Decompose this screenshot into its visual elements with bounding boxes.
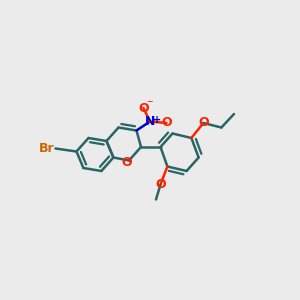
Text: N: N bbox=[145, 115, 155, 128]
Text: O: O bbox=[162, 116, 172, 130]
Text: Br: Br bbox=[38, 142, 54, 155]
Text: O: O bbox=[198, 116, 209, 129]
Text: O: O bbox=[121, 156, 132, 170]
Text: ⁻: ⁻ bbox=[146, 98, 153, 111]
Text: O: O bbox=[155, 178, 166, 191]
Text: +: + bbox=[152, 115, 161, 125]
Text: O: O bbox=[138, 101, 149, 115]
